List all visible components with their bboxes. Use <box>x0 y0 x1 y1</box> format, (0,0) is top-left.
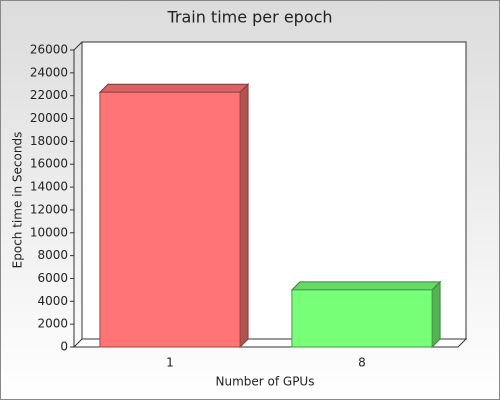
y-tick-label: 14000 <box>30 180 68 194</box>
y-tick-label: 4000 <box>37 294 68 308</box>
bar-side <box>239 83 249 349</box>
y-tick-label: 26000 <box>30 43 68 57</box>
y-tick-label: 10000 <box>30 225 68 239</box>
y-tick-label: 22000 <box>30 88 68 102</box>
y-tick-label: 0 <box>60 340 68 354</box>
y-tick-label: 12000 <box>30 202 68 216</box>
x-axis-label: Number of GPUs <box>216 375 315 389</box>
y-axis-label: Epoch time in Seconds <box>11 132 25 269</box>
y-tick-label: 8000 <box>37 248 68 262</box>
axis-edge <box>73 41 83 51</box>
bar <box>291 289 433 348</box>
y-tick-label: 24000 <box>30 65 68 79</box>
bar <box>99 91 241 348</box>
x-tick-label: 1 <box>166 356 174 370</box>
y-tick-label: 20000 <box>30 111 68 125</box>
y-tick-label: 18000 <box>30 134 68 148</box>
bar-top <box>98 83 250 93</box>
y-tick-label: 16000 <box>30 157 68 171</box>
y-tick-label: 2000 <box>37 317 68 331</box>
chart-title: Train time per epoch <box>166 8 332 27</box>
y-tick-label: 6000 <box>37 271 68 285</box>
bar-top <box>290 281 442 291</box>
x-tick-label: 8 <box>358 356 366 370</box>
bar-side <box>431 280 441 349</box>
